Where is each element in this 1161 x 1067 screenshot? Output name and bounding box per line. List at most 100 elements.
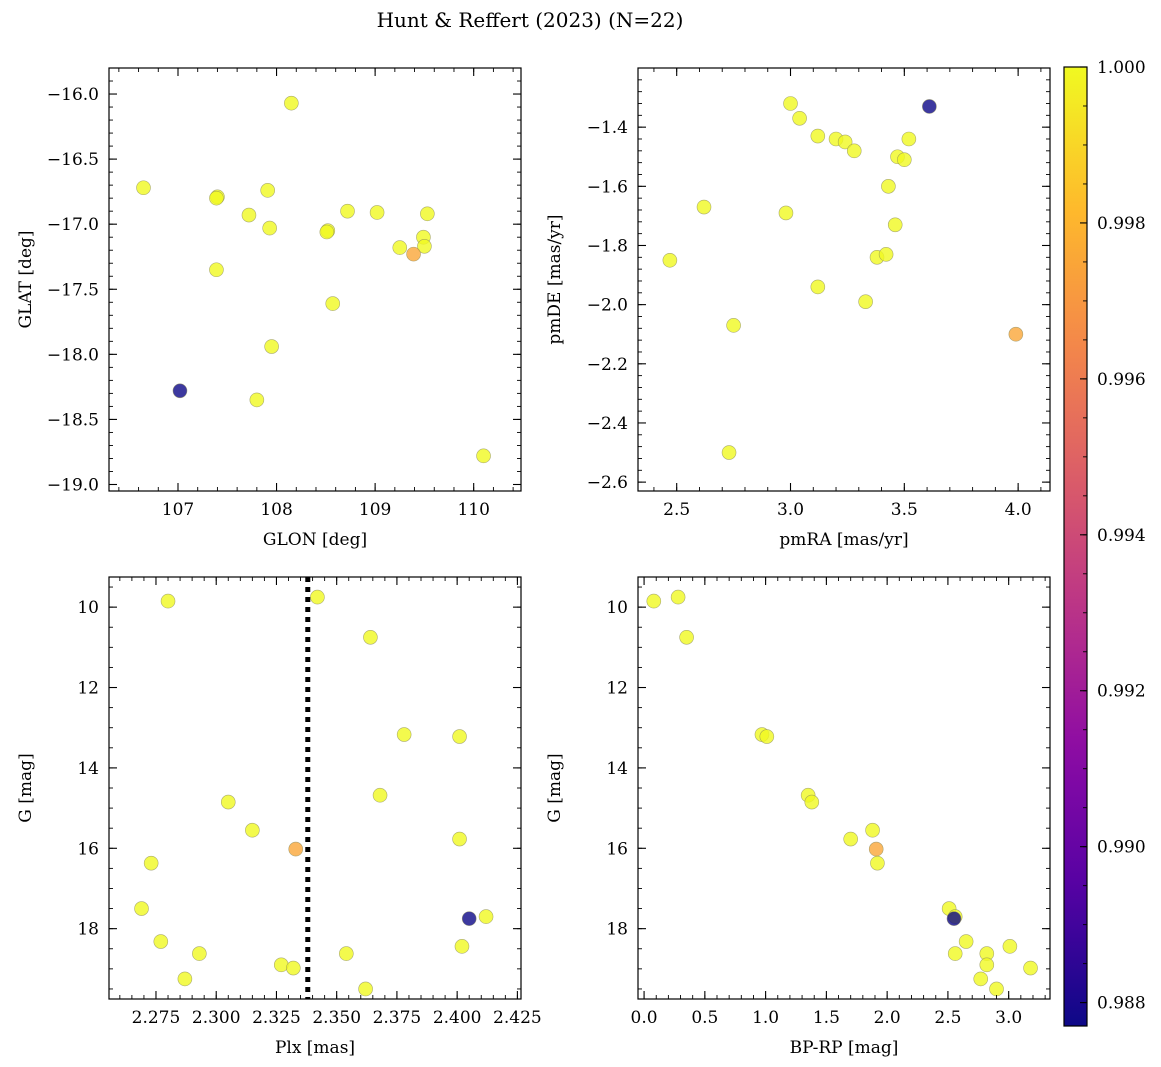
colorbar-tick-label: 0.990: [1097, 838, 1146, 858]
data-point: [340, 203, 355, 219]
x-tick-label: 2.275: [132, 1008, 181, 1028]
x-tick-label: 1.5: [813, 1008, 840, 1028]
data-point: [989, 981, 1004, 997]
y-tick-label: −17.0: [47, 215, 99, 235]
colorbar-tick-label: 0.988: [1097, 994, 1146, 1014]
data-point: [804, 794, 820, 810]
data-point: [241, 207, 257, 223]
data-point: [454, 939, 470, 954]
data-point: [721, 445, 737, 460]
x-tick-label: 4.0: [1005, 500, 1032, 520]
data-point: [947, 946, 963, 961]
y-tick-label: 10: [77, 598, 99, 618]
y-tick-label: 10: [606, 598, 628, 618]
y-tick-label: −16.0: [47, 85, 99, 105]
data-points: [662, 96, 1024, 460]
y-tick-label: −17.5: [47, 280, 99, 300]
data-point: [973, 971, 989, 987]
y-tick-label: −16.5: [47, 150, 99, 170]
panel-plx-g: 2.275 2.300 2.325 2.350 2.375 2.400 2.425 10 12 1…: [16, 576, 542, 1058]
colorbar-tick-label: 0.992: [1097, 682, 1146, 702]
data-point: [369, 205, 385, 220]
data-point: [406, 246, 421, 262]
data-point: [220, 794, 236, 810]
x-tick-label: 0.5: [691, 1008, 718, 1028]
y-tick-label: 12: [606, 679, 628, 699]
y-tick-label: −1.6: [587, 177, 628, 197]
x-tick-label: 2.5: [934, 1008, 961, 1028]
data-point: [273, 957, 289, 973]
data-point: [868, 841, 884, 857]
data-point: [1008, 326, 1024, 342]
data-point: [726, 318, 741, 333]
data-point: [286, 960, 301, 976]
data-point: [1023, 960, 1038, 976]
axes-frame: [637, 67, 1051, 492]
data-point: [452, 729, 467, 744]
x-axis-label: BP-RP [mag]: [790, 1038, 899, 1058]
data-point: [172, 383, 188, 399]
data-point: [922, 99, 937, 114]
x-tick-label: 0.0: [631, 1008, 658, 1028]
figure-title: Hunt & Reffert (2023) (N=22): [377, 8, 684, 32]
data-point: [372, 787, 388, 803]
y-tick-label: −2.2: [587, 355, 628, 375]
x-tick-label: 1.0: [752, 1008, 779, 1028]
y-tick-label: 16: [77, 839, 99, 859]
x-tick-label: 2.350: [312, 1008, 361, 1028]
data-point: [881, 179, 896, 194]
data-point: [810, 128, 826, 144]
x-tick-label: 3.0: [777, 500, 804, 520]
y-tick-label: 12: [77, 679, 99, 699]
y-tick-label: −19.0: [47, 475, 99, 495]
y-axis-label: pmDE [mas/yr]: [545, 214, 565, 344]
axes-frame: [108, 576, 522, 1000]
y-axis-label: G [mag]: [545, 753, 565, 822]
x-axis-label: pmRA [mas/yr]: [779, 530, 908, 550]
data-point: [358, 981, 373, 997]
data-point: [260, 183, 275, 198]
data-point: [177, 971, 193, 987]
data-point: [792, 110, 807, 126]
colorbar-tick-label: 0.996: [1097, 370, 1146, 390]
colorbar-tick-label: 0.998: [1097, 214, 1146, 234]
data-point: [901, 131, 917, 147]
data-point: [662, 252, 678, 268]
data-point: [209, 262, 224, 278]
data-point: [979, 957, 995, 973]
x-tick-label: 2.0: [874, 1008, 901, 1028]
y-tick-label: 14: [606, 759, 628, 779]
x-axis-label: GLON [deg]: [263, 530, 367, 550]
data-point: [310, 589, 325, 605]
data-point: [325, 296, 341, 311]
x-axis-label: Plx [mas]: [275, 1038, 355, 1058]
data-point: [878, 247, 894, 262]
y-tick-label: 18: [606, 920, 628, 940]
data-point: [136, 180, 151, 196]
data-point: [461, 911, 477, 926]
y-tick-label: 14: [77, 759, 99, 779]
y-tick-label: −1.4: [587, 118, 628, 138]
y-tick-label: −2.4: [587, 414, 628, 434]
data-point: [958, 934, 974, 949]
x-tick-label: 110: [457, 500, 489, 520]
data-point: [209, 190, 224, 206]
y-tick-label: 16: [606, 839, 628, 859]
data-point: [319, 224, 335, 240]
data-point: [946, 911, 962, 926]
colorbar: 0.988 0.990 0.992 0.994 0.996 0.998 1.000: [1063, 58, 1146, 1027]
x-tick-label: 2.375: [373, 1008, 422, 1028]
x-tick-label: 2.400: [433, 1008, 482, 1028]
data-points: [134, 589, 494, 997]
data-point: [478, 909, 494, 924]
colorbar-tick-label: 1.000: [1097, 58, 1146, 78]
data-point: [759, 729, 775, 744]
data-point: [696, 199, 712, 215]
x-tick-label: 2.5: [663, 500, 690, 520]
data-point: [887, 217, 903, 233]
data-points: [646, 589, 1038, 997]
data-points: [136, 95, 491, 464]
y-axis-label: G [mag]: [16, 753, 36, 822]
data-point: [134, 901, 149, 916]
